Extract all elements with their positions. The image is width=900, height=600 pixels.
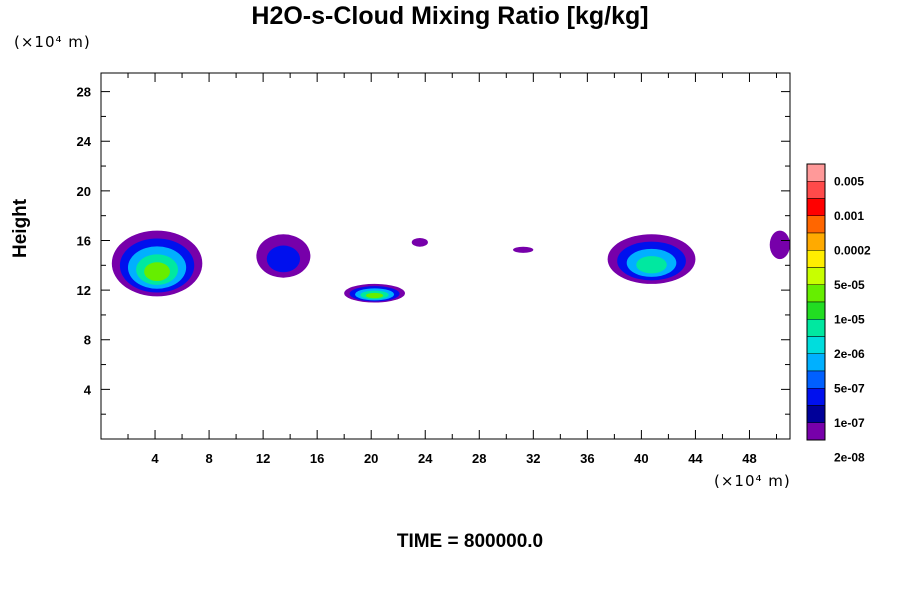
- colorbar-swatch: [806, 181, 826, 199]
- colorbar-swatch: [806, 163, 826, 182]
- x-tick-label: 44: [688, 451, 703, 466]
- x-tick-label: 20: [364, 451, 378, 466]
- colorbar-swatch: [806, 284, 826, 303]
- colorbar-label: 0.005: [834, 174, 864, 188]
- y-tick-label: 16: [77, 233, 91, 248]
- x-tick-label: 36: [580, 451, 594, 466]
- x-tick-label: 8: [205, 451, 212, 466]
- y-tick-label: 28: [77, 85, 91, 100]
- plot-frame: [100, 72, 791, 440]
- x-tick-label: 24: [418, 451, 433, 466]
- colorbar-label: 1e-07: [834, 416, 865, 430]
- colorbar-label: 0.0002: [834, 243, 871, 257]
- colorbar-swatch: [806, 267, 826, 285]
- cloud-contour: [636, 256, 667, 274]
- x-axis-unit: (×10⁴ m): [714, 472, 791, 490]
- colorbar-swatch: [806, 370, 826, 389]
- colorbar-swatch: [806, 215, 826, 234]
- colorbar-swatch: [806, 250, 826, 268]
- colorbar-label: 1e-05: [834, 312, 865, 326]
- y-tick-label: 24: [77, 134, 92, 149]
- colorbar-swatch: [806, 198, 826, 216]
- cloud-contour: [513, 246, 534, 253]
- colorbar-label: 2e-08: [834, 450, 865, 464]
- cloud-field: [111, 230, 791, 303]
- time-label: TIME = 800000.0: [396, 531, 544, 552]
- colorbar: 0.005 0.001 0.0002 5e-05 1e-05 2e-06 5e-07 1e-0…: [806, 163, 871, 464]
- colorbar-label: 2e-06: [834, 347, 865, 361]
- x-tick-label: 16: [310, 451, 324, 466]
- chart-title: H2O-s-Cloud Mixing Ratio [kg/kg]: [251, 2, 649, 30]
- x-tick-label: 4: [151, 451, 159, 466]
- x-tick-label: 32: [526, 451, 540, 466]
- y-tick-label: 12: [77, 283, 91, 298]
- colorbar-swatch: [806, 319, 826, 337]
- y-axis-unit: (×10⁴ m): [14, 33, 91, 51]
- colorbar-swatch: [806, 405, 826, 423]
- cloud-contour: [365, 292, 384, 299]
- y-tick-label: 8: [84, 333, 91, 348]
- colorbar-label: 5e-07: [834, 381, 865, 395]
- colorbar-swatch: [806, 388, 826, 406]
- y-tick-label: 4: [84, 382, 92, 397]
- cloud-contour: [144, 262, 170, 282]
- x-axis: 4 8 12 16 20 24 28 32 36 40 44 48: [127, 73, 777, 466]
- cloud-contour: [411, 238, 428, 247]
- colorbar-swatch: [806, 353, 826, 372]
- y-axis: 4 8 12 16 20 24 28: [77, 85, 790, 415]
- cloud-contour: [266, 245, 301, 273]
- x-tick-label: 28: [472, 451, 486, 466]
- colorbar-swatch: [806, 232, 826, 251]
- x-tick-label: 40: [634, 451, 648, 466]
- cloud-contour: [769, 230, 791, 260]
- colorbar-label: 0.001: [834, 209, 864, 223]
- colorbar-swatch: [806, 336, 826, 354]
- y-tick-label: 20: [77, 184, 91, 199]
- colorbar-swatch: [806, 301, 826, 320]
- colorbar-swatch: [806, 422, 826, 441]
- colorbar-label: 5e-05: [834, 278, 865, 292]
- colorbar-frame: [806, 163, 826, 441]
- x-tick-label: 48: [742, 451, 756, 466]
- x-tick-label: 12: [256, 451, 270, 466]
